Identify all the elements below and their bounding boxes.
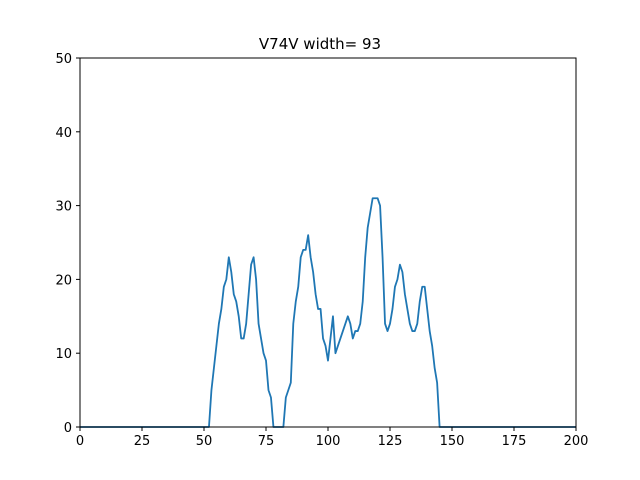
plot-frame bbox=[79, 57, 577, 428]
y-tick-label: 30 bbox=[55, 200, 72, 215]
y-tick-label: 40 bbox=[55, 126, 72, 141]
chart-title: V74V width= 93 bbox=[259, 35, 381, 53]
y-tick-label: 20 bbox=[55, 273, 72, 288]
x-tick-label: 175 bbox=[502, 434, 527, 449]
x-tick-label: 75 bbox=[258, 434, 275, 449]
y-axis: 0 10 20 30 40 50 bbox=[55, 52, 80, 436]
x-tick-label: 50 bbox=[196, 434, 213, 449]
y-tick-label: 0 bbox=[64, 421, 72, 436]
x-axis: 0 25 50 75 100 125 150 175 200 bbox=[76, 427, 589, 449]
x-tick-label: 150 bbox=[440, 434, 465, 449]
x-tick-label: 200 bbox=[564, 434, 589, 449]
x-tick-label: 25 bbox=[134, 434, 151, 449]
plot-area bbox=[80, 197, 576, 428]
series-line-0 bbox=[80, 197, 576, 428]
x-tick-label: 100 bbox=[316, 434, 341, 449]
x-tick-label: 125 bbox=[378, 434, 403, 449]
x-tick-label: 0 bbox=[76, 434, 84, 449]
y-tick-label: 10 bbox=[55, 347, 72, 362]
y-tick-label: 50 bbox=[55, 52, 72, 67]
